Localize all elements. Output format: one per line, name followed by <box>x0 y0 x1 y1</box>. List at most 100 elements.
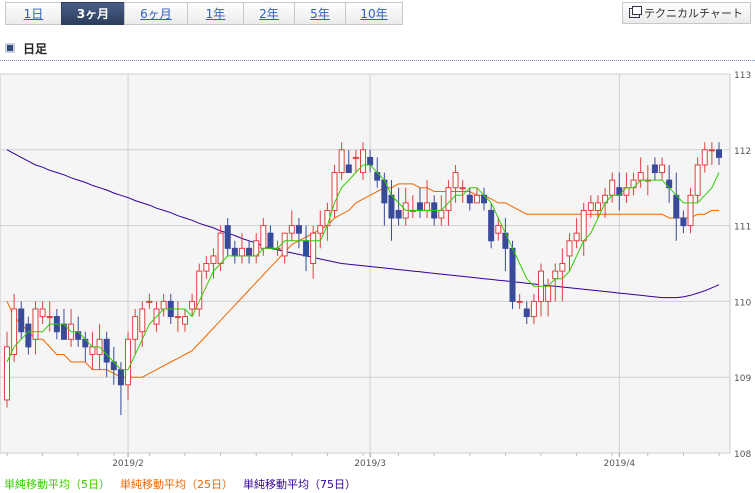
candle-up <box>424 202 431 211</box>
candle-up <box>701 149 708 166</box>
candle-down <box>466 194 473 204</box>
candle-up <box>281 232 288 257</box>
candle-up <box>189 300 196 310</box>
candle-up <box>708 149 715 152</box>
candle-down <box>231 247 238 257</box>
legend-ma5: 単純移動平均（5日） <box>4 478 110 491</box>
candlestick-chart: 108 109 110 111 112 113 2019/2 2019/3 2019/4 <box>0 71 751 469</box>
candle-down <box>616 187 623 196</box>
candle-up <box>324 209 331 227</box>
candle-up <box>89 346 96 355</box>
candle-up <box>659 164 666 174</box>
candle-up <box>174 316 181 319</box>
technical-chart-button[interactable]: テクニカルチャート <box>622 2 751 24</box>
candle-up <box>210 255 217 264</box>
candle-up <box>495 225 502 234</box>
tab-3months[interactable]: 3ヶ月 <box>61 2 124 25</box>
candle-up <box>452 172 459 189</box>
candle-up <box>609 179 616 196</box>
candle-down <box>509 247 516 302</box>
candle-down <box>117 369 124 386</box>
candle-down <box>18 308 25 333</box>
candle-down <box>345 164 352 174</box>
candle-up <box>32 308 39 340</box>
candle-up <box>203 263 210 272</box>
candle-up <box>338 149 345 174</box>
candle-down <box>502 232 509 249</box>
candle-up <box>146 300 153 303</box>
candle-down <box>367 156 374 166</box>
y-tick-label: 109 <box>734 374 751 384</box>
candle-down <box>246 247 253 257</box>
candle-up <box>360 149 366 174</box>
legend-ma75: 単純移動平均（75日） <box>243 478 356 491</box>
window-icon <box>629 6 642 18</box>
candle-down <box>388 194 395 219</box>
candle-down <box>666 179 673 189</box>
y-tick-label: 112 <box>734 147 751 157</box>
candle-down <box>651 164 658 174</box>
y-tick-label: 111 <box>734 223 751 233</box>
candle-up <box>331 172 338 211</box>
candle-up <box>438 209 445 219</box>
candle-up <box>217 232 224 264</box>
candle-up <box>352 156 359 159</box>
candle-down <box>488 209 495 242</box>
candle-up <box>637 172 644 181</box>
candle-up <box>580 209 587 242</box>
candle-up <box>11 308 18 355</box>
x-tick-label: 2019/4 <box>603 459 635 469</box>
candle-up <box>160 300 167 310</box>
candle-up <box>4 346 10 401</box>
candle-up <box>459 187 466 190</box>
technical-chart-label: テクニカルチャート <box>644 7 743 20</box>
plot-area <box>0 73 731 454</box>
candle-down <box>523 308 530 318</box>
candle-down <box>481 194 488 204</box>
candle-up <box>132 316 139 340</box>
ma5-line <box>6 164 720 371</box>
candle-up <box>473 194 480 204</box>
ma75-line <box>6 149 720 299</box>
tab-1year[interactable]: 1年 <box>187 2 243 25</box>
tab-6months[interactable]: 6ヶ月 <box>124 2 187 25</box>
candle-down <box>295 225 302 234</box>
y-tick-label: 108 <box>734 450 751 460</box>
legend-ma25: 単純移動平均（25日） <box>120 478 233 491</box>
square-bullet-icon <box>5 43 15 53</box>
candle-up <box>125 338 132 386</box>
candle-down <box>303 240 310 257</box>
tab-10years[interactable]: 10年 <box>345 2 403 25</box>
chart-legend: 単純移動平均（5日） 単純移動平均（25日） 単純移動平均（75日） <box>4 476 356 492</box>
candle-down <box>716 149 722 158</box>
candle-up <box>594 202 601 211</box>
candle-up <box>445 187 452 211</box>
candle-up <box>516 300 523 303</box>
candle-up <box>260 225 267 249</box>
candle-down <box>673 194 680 219</box>
candle-up <box>317 225 324 234</box>
section-title-text: 日足 <box>23 41 48 56</box>
candle-up <box>587 202 594 211</box>
candle-up <box>694 164 701 196</box>
candle-up <box>545 285 552 302</box>
tab-1day[interactable]: 1日 <box>5 2 61 25</box>
candle-up <box>687 194 694 227</box>
x-tick-label: 2019/3 <box>354 459 386 469</box>
y-tick-label: 113 <box>734 71 751 81</box>
tab-5years[interactable]: 5年 <box>294 2 345 25</box>
candle-down <box>25 323 32 348</box>
candle-down <box>267 232 274 249</box>
candle-up <box>552 270 559 280</box>
y-tick-label: 110 <box>734 298 751 308</box>
candle-up <box>139 308 146 333</box>
candle-down <box>395 209 402 219</box>
x-tick-label: 2019/2 <box>112 459 144 469</box>
tab-2years[interactable]: 2年 <box>243 2 294 25</box>
section-title: 日足 <box>5 40 47 56</box>
candle-up <box>46 316 53 319</box>
candle-down <box>82 338 89 348</box>
candle-up <box>288 225 295 234</box>
candle-up <box>39 308 46 318</box>
